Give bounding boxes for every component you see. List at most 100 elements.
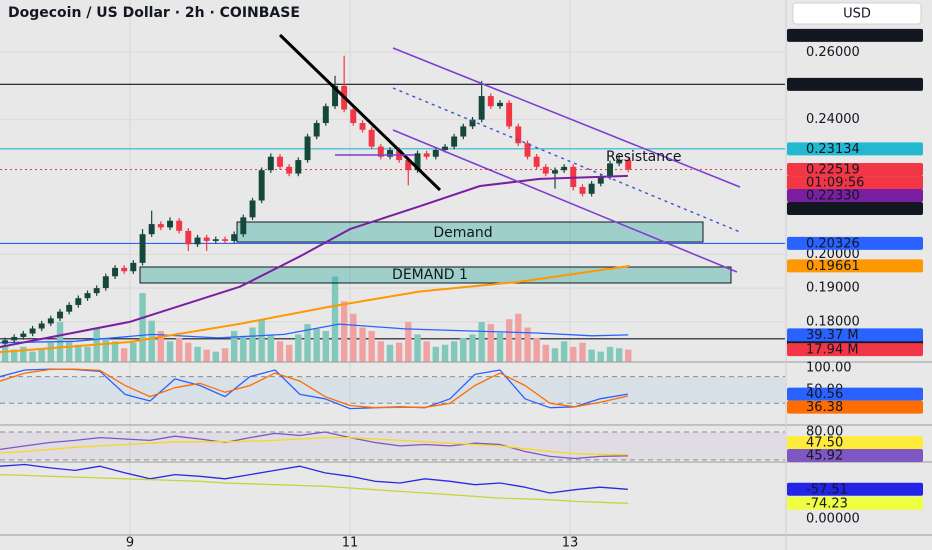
price-badge-label: 0.25049 (806, 77, 860, 92)
x-tick-label: 13 (562, 536, 579, 550)
candle-body (286, 166, 293, 174)
price-badge-label: 0.23134 (806, 142, 860, 157)
volume-bar (524, 327, 531, 362)
volume-bar (148, 320, 155, 362)
candle-body (139, 234, 146, 263)
scale-label: 0.00000 (806, 512, 860, 527)
volume-bar (597, 351, 604, 362)
price-badge-label: -74.23 (806, 496, 848, 511)
price-badge (787, 400, 923, 414)
price-badge (787, 387, 923, 401)
price-layer (0, 55, 632, 504)
candle-body (579, 187, 586, 194)
candle-body (222, 239, 229, 241)
x-tick-label: 11 (342, 536, 359, 550)
volume-bar (441, 344, 449, 362)
currency-button[interactable] (792, 2, 922, 25)
volume-bar (157, 330, 165, 362)
candle-body (506, 102, 513, 127)
candle-body (533, 156, 540, 167)
candle-body (515, 126, 522, 144)
candle-body (112, 267, 119, 277)
volume-bar (469, 334, 476, 362)
candle-body (423, 153, 430, 157)
volume-bar (606, 346, 614, 362)
volume-bar (203, 349, 210, 362)
candle-body (47, 318, 54, 324)
volume-bar (10, 349, 18, 362)
candle-body (212, 239, 219, 241)
y-tick-label: 0.20000 (806, 247, 860, 262)
candle-body (277, 156, 284, 167)
volume-bar (295, 334, 302, 362)
candle-body (359, 123, 366, 130)
demand1-zone (139, 266, 732, 284)
volume-bar (460, 337, 467, 362)
volume-bar (542, 344, 549, 362)
candle-body (607, 163, 613, 177)
candle-body (597, 176, 604, 184)
volume-bar (368, 330, 375, 362)
series-line (0, 463, 628, 494)
candle-body (267, 156, 274, 171)
candle-body (84, 293, 91, 299)
candle-body (561, 166, 568, 171)
candle-body (75, 298, 82, 305)
volume-bar (331, 276, 339, 362)
candle-body (66, 304, 73, 312)
currency-label: USD (843, 7, 871, 22)
price-badge (787, 328, 923, 342)
price-axis: 9 11 13 0.26000 0.24000 0.20000 0.19000 0.18000… (126, 28, 923, 550)
volume-bar (487, 324, 494, 362)
volume-bar (496, 333, 504, 362)
candle-body (176, 220, 183, 231)
volume-bar (185, 342, 192, 362)
price-badge-label: 0.26502 (806, 28, 860, 43)
price-badge-label: 0.21870 (806, 202, 860, 217)
volume-bar (175, 337, 183, 362)
candle-body (194, 237, 201, 245)
price-badge (787, 28, 923, 42)
volume-bar (588, 349, 595, 362)
candle-body (387, 149, 393, 157)
volume-bar (240, 335, 247, 362)
countdown-label: 01:09:56 (806, 176, 864, 191)
y-tick-label: 0.24000 (806, 112, 860, 127)
price-badge-label: 0.22519 (806, 163, 860, 178)
volume-bar (359, 327, 366, 362)
candle-body (38, 323, 45, 329)
price-badge (787, 436, 923, 449)
candle-body (130, 262, 137, 272)
price-badge-label: -57.51 (806, 482, 848, 497)
candle-body (304, 136, 311, 161)
volume-bar (130, 342, 137, 362)
volume-bar (423, 341, 430, 362)
volume-bar (194, 346, 201, 362)
candle-body (442, 146, 448, 150)
volume-bar (322, 330, 329, 362)
x-tick-label: 9 (126, 536, 134, 550)
price-badge-label: 47.50 (806, 436, 843, 451)
zones: Demand DEMAND 1 (139, 221, 732, 284)
resistance-label: Resistance (606, 149, 681, 165)
price-badge (787, 142, 923, 156)
volume-bar (111, 341, 119, 362)
volume-bar (75, 344, 82, 362)
volume-bar (615, 348, 623, 362)
candle-body (121, 267, 128, 272)
volume-bar (432, 346, 439, 362)
volume-bar (304, 324, 311, 362)
candle-body (625, 160, 632, 170)
series-line (0, 264, 631, 354)
volume-bar (350, 313, 357, 362)
price-badge-label: 17.94 M (806, 343, 859, 358)
volume-bar (285, 344, 293, 362)
volume-bar (405, 322, 412, 362)
candle-body (451, 136, 458, 147)
series-line (0, 436, 628, 456)
y-tick-label: 0.18000 (806, 314, 860, 329)
price-badge (787, 189, 923, 203)
volume-bar (249, 327, 256, 362)
volume-bar (377, 341, 384, 362)
